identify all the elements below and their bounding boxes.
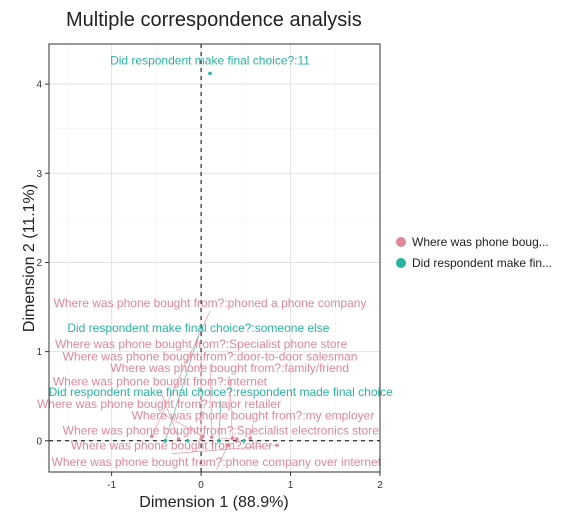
point-label: Where was phone bought from?:other [71, 439, 272, 453]
y-tick-label: 4 [36, 80, 42, 91]
y-axis-title: Dimension 2 (11.1%) [21, 184, 38, 332]
x-axis-title: Dimension 1 (88.9%) [139, 494, 288, 511]
point-label: Did respondent make final choice?:11 [110, 54, 310, 68]
data-point [176, 437, 181, 441]
label-connector [158, 411, 204, 437]
x-tick-label: 2 [377, 480, 383, 491]
label-connector [216, 445, 229, 470]
y-tick-label: 3 [36, 169, 42, 180]
data-point [217, 438, 221, 443]
point-label: Where was phone bought from?:phoned a ph… [54, 296, 367, 310]
point-labels: Did respondent make final choice?:11 Wher… [37, 54, 393, 469]
data-point [208, 71, 212, 76]
data-point [230, 436, 235, 440]
label-connector [218, 400, 222, 441]
point-label: Where was phone bought from?:Specialist … [55, 337, 347, 351]
y-tick-label: 0 [36, 436, 42, 447]
label-connector [229, 376, 233, 439]
plot-panel [49, 44, 380, 472]
legend-key [396, 258, 406, 268]
legend-key [396, 237, 406, 247]
point-label: Where was phone bought from?:my employer [132, 408, 375, 422]
data-point [210, 435, 214, 440]
x-tick-label: -1 [107, 480, 116, 491]
chart-title: Multiple correspondence analysis [66, 9, 362, 31]
data-point [275, 443, 279, 448]
data-point [248, 436, 253, 440]
data-point [242, 438, 246, 443]
point-label: Did respondent make final choice?:someon… [67, 321, 329, 335]
label-connector [159, 389, 179, 440]
x-tick-label: 1 [288, 480, 294, 491]
point-label: Where was phone bought from?:internet [53, 375, 268, 389]
y-tick-label: 1 [36, 347, 42, 358]
plot-border [48, 43, 381, 473]
data-point [235, 437, 239, 441]
reference-lines [49, 44, 380, 472]
point-label: Where was phone bought from?:major retai… [37, 397, 281, 411]
y-tick-label: 2 [36, 258, 42, 269]
point-label: Did respondent make final choice?:respon… [49, 385, 394, 399]
point-label: Where was phone bought from?:door-to-doo… [63, 350, 358, 364]
data-point [150, 434, 154, 439]
data-points [150, 71, 279, 448]
legend-label: Did respondent make fin... [412, 256, 552, 270]
label-connector [249, 423, 254, 439]
point-label: Where was phone bought from?:family/frie… [110, 361, 349, 375]
data-point [201, 434, 205, 439]
label-connector [171, 444, 278, 455]
legend-label: Where was phone boug... [412, 235, 549, 249]
data-point [163, 438, 168, 443]
data-point [185, 438, 190, 443]
label-connector [151, 310, 211, 437]
x-tick-label: 0 [198, 480, 204, 491]
label-connectors [151, 310, 278, 470]
data-point [226, 443, 230, 448]
point-label: Where was phone bought from?:Specialist … [63, 424, 379, 438]
data-point [199, 437, 203, 441]
point-label: Where was phone bought from?:phone compa… [52, 455, 382, 469]
legend: Where was phone boug... Did respondent ma… [396, 235, 552, 270]
axis-ticks: -1 0 1 2 0 1 2 3 4 [36, 80, 383, 491]
label-connector [209, 364, 213, 438]
label-connector [165, 335, 199, 441]
